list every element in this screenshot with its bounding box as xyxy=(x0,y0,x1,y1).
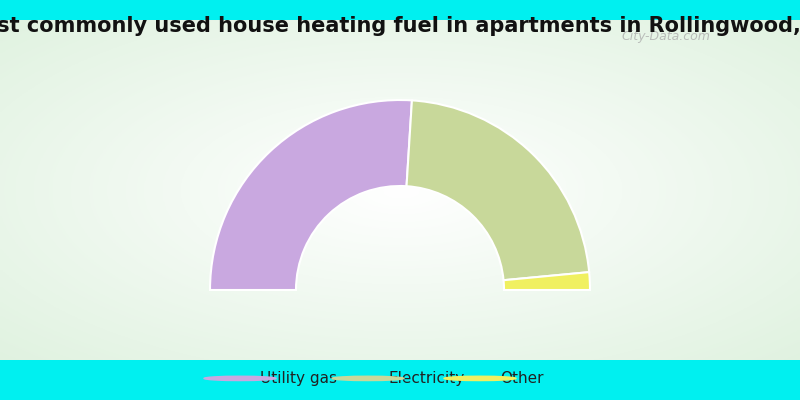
Circle shape xyxy=(204,376,276,380)
Wedge shape xyxy=(503,272,590,290)
Wedge shape xyxy=(406,100,589,280)
Wedge shape xyxy=(210,100,412,290)
Circle shape xyxy=(332,376,404,380)
Text: Most commonly used house heating fuel in apartments in Rollingwood, TX: Most commonly used house heating fuel in… xyxy=(0,16,800,36)
Text: Other: Other xyxy=(500,371,543,386)
Text: City-Data.com: City-Data.com xyxy=(621,30,710,43)
Text: Electricity: Electricity xyxy=(388,371,464,386)
Text: Utility gas: Utility gas xyxy=(260,371,337,386)
Circle shape xyxy=(444,376,516,380)
